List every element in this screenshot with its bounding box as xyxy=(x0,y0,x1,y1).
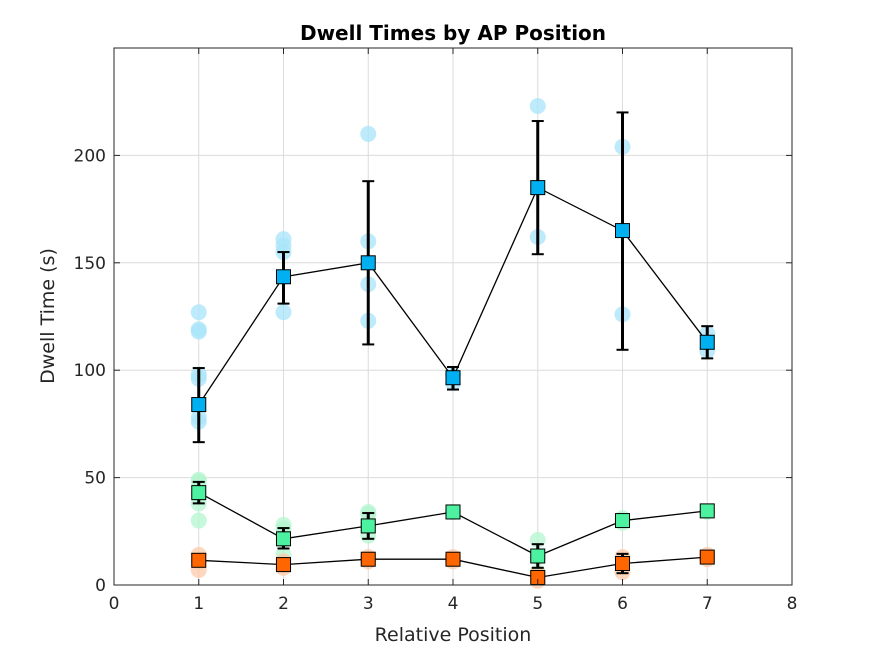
mean-marker xyxy=(615,556,630,572)
mean-marker xyxy=(699,503,715,519)
y-tick-label: 200 xyxy=(74,146,106,166)
x-axis-label: Relative Position xyxy=(375,624,532,646)
mean-marker xyxy=(615,513,630,529)
x-tick-label: 2 xyxy=(278,594,289,614)
mean-marker xyxy=(360,518,376,534)
mean-marker xyxy=(445,370,461,386)
x-tick-label: 8 xyxy=(787,594,798,614)
y-tick-label: 0 xyxy=(95,576,106,596)
x-tick-label: 3 xyxy=(363,594,374,614)
mean-marker xyxy=(530,180,546,196)
raw-point xyxy=(529,97,546,114)
mean-marker xyxy=(191,397,207,413)
mean-marker xyxy=(615,223,630,239)
raw-point xyxy=(275,231,292,248)
chart-title: Dwell Times by AP Position xyxy=(300,21,606,45)
y-axis-label: Dwell Time (s) xyxy=(37,248,59,384)
mean-marker xyxy=(360,255,376,271)
mean-marker xyxy=(445,504,461,520)
mean-marker xyxy=(360,551,376,567)
axis-ticks: 0 1 2 3 4 5 6 7 8 0 50 100 150 200 xyxy=(74,48,798,614)
x-tick-label: 7 xyxy=(702,594,713,614)
mean-marker xyxy=(530,548,546,564)
raw-point xyxy=(360,503,377,520)
mean-markers xyxy=(191,180,715,585)
raw-point xyxy=(190,321,207,338)
y-tick-label: 50 xyxy=(84,469,106,489)
x-tick-label: 0 xyxy=(109,594,120,614)
mean-marker xyxy=(191,552,207,568)
raw-point xyxy=(190,304,207,321)
raw-point xyxy=(190,471,207,488)
raw-point xyxy=(360,125,377,142)
mean-marker xyxy=(445,551,461,567)
x-tick-label: 5 xyxy=(532,594,543,614)
mean-marker xyxy=(699,549,715,565)
mean-marker xyxy=(276,557,291,573)
y-tick-label: 150 xyxy=(74,254,106,274)
mean-marker xyxy=(191,485,207,501)
mean-marker xyxy=(699,334,715,350)
raw-point xyxy=(190,512,207,529)
raw-point xyxy=(275,304,292,321)
mean-marker xyxy=(276,269,291,285)
x-tick-label: 6 xyxy=(617,594,628,614)
x-tick-label: 4 xyxy=(448,594,459,614)
x-tick-label: 1 xyxy=(193,594,204,614)
mean-marker xyxy=(276,531,291,547)
y-tick-label: 100 xyxy=(74,361,106,381)
